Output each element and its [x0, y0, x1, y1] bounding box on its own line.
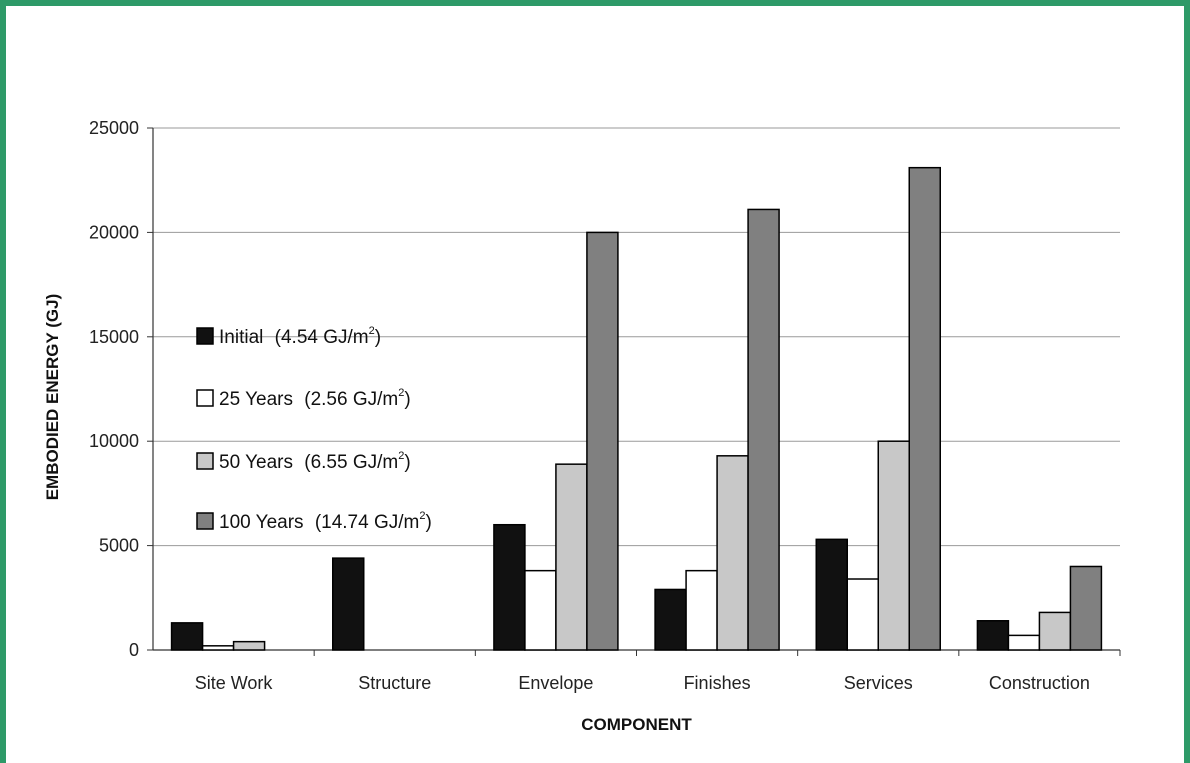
- embodied-energy-bar-chart: 0 5000 10000 15000 20000 25000 Site Work Struct…: [43, 118, 1121, 734]
- legend-swatch-50-years: [196, 452, 214, 470]
- y-tick-label-0: 0: [129, 640, 139, 660]
- bar-construction-50-years: [1038, 611, 1072, 651]
- bar-envelope-100-years: [586, 231, 619, 651]
- legend-swatch-100-years: [196, 512, 214, 530]
- bar-construction-initial: [976, 620, 1010, 651]
- y-tick-label-10000: 10000: [89, 431, 139, 451]
- y-axis-title: EMBODIED ENERGY (GJ): [43, 294, 62, 501]
- x-tick-label-envelope: Envelope: [518, 673, 593, 693]
- x-tick-label-finishes: Finishes: [684, 673, 751, 693]
- legend-swatch-initial: [196, 327, 214, 345]
- bar-finishes-50-years: [716, 455, 749, 651]
- bar-site-work-initial: [170, 622, 204, 651]
- bar-structure-initial: [332, 557, 365, 651]
- bar-services-100-years: [908, 166, 941, 651]
- x-tick-label-site-work: Site Work: [195, 673, 274, 693]
- bar-site-work-25-years: [201, 645, 235, 651]
- bar-envelope-50-years: [555, 463, 588, 651]
- y-tick-label-5000: 5000: [99, 536, 139, 556]
- y-tick-label-15000: 15000: [89, 327, 139, 347]
- y-tick-label-25000: 25000: [89, 118, 139, 138]
- legend-label-50-years: 50 Years (6.55 GJ/m2): [219, 450, 411, 473]
- legend-label-initial: Initial (4.54 GJ/m2): [219, 325, 381, 348]
- x-axis-title: COMPONENT: [581, 715, 692, 734]
- x-tick-label-services: Services: [844, 673, 913, 693]
- bar-services-initial: [815, 538, 848, 651]
- x-tick-label-construction: Construction: [989, 673, 1090, 693]
- legend-swatch-25-years: [196, 389, 214, 407]
- bar-finishes-100-years: [747, 208, 780, 651]
- bar-construction-25-years: [1007, 634, 1041, 651]
- bar-services-25-years: [846, 578, 879, 651]
- bar-envelope-initial: [493, 523, 526, 651]
- bar-services-50-years: [877, 440, 910, 651]
- x-tick-label-structure: Structure: [358, 673, 431, 693]
- bar-finishes-25-years: [685, 569, 718, 651]
- legend-label-25-years: 25 Years (2.56 GJ/m2): [219, 387, 411, 410]
- bar-construction-100-years: [1069, 565, 1103, 651]
- legend-label-100-years: 100 Years (14.74 GJ/m2): [219, 510, 432, 533]
- bar-finishes-initial: [654, 588, 687, 651]
- bar-envelope-25-years: [524, 569, 557, 651]
- bar-site-work-50-years: [232, 640, 266, 651]
- y-tick-label-20000: 20000: [89, 222, 139, 242]
